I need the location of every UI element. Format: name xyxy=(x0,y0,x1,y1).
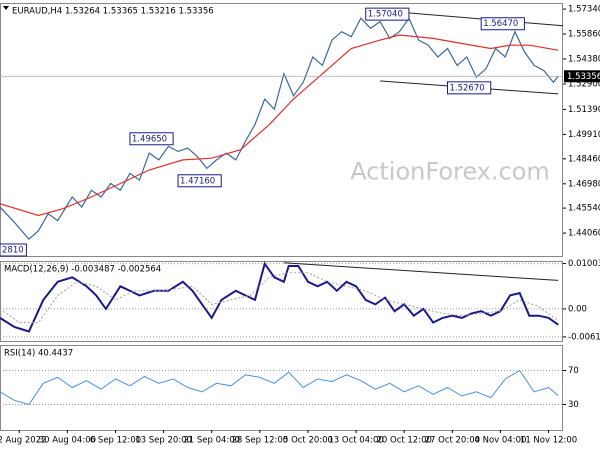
annotation-label: 1.57040 xyxy=(368,10,403,20)
annotation-label: 1.47160 xyxy=(180,176,215,186)
panel-frame xyxy=(0,345,563,431)
y-tick-label: 0.010033 xyxy=(568,259,600,269)
panel-frame xyxy=(0,3,563,257)
watermark: ActionForex.com xyxy=(350,158,550,186)
annotation-box xyxy=(177,174,222,188)
series-line xyxy=(0,34,559,217)
panel-title: EURAUD,H4 1.53264 1.53365 1.53216 1.5335… xyxy=(12,7,214,17)
current-price-label: 1.53356 xyxy=(567,72,600,82)
series-line xyxy=(0,272,559,323)
y-tick-label: 1.51390 xyxy=(568,105,600,115)
x-tick-label: 30 Aug 04:00 xyxy=(39,436,96,446)
panel-frame xyxy=(0,261,563,342)
panel-title: MACD(12,26,9) -0.003487 -0.002564 xyxy=(4,265,161,275)
symbol-arrow xyxy=(3,6,9,10)
x-tick-label: 13 Oct 04:00 xyxy=(328,436,383,446)
annotation-box xyxy=(129,132,174,146)
y-tick-label: 1.46980 xyxy=(568,179,600,189)
x-tick-label: 21 Sep 04:00 xyxy=(183,436,240,446)
y-tick-label: 1.49910 xyxy=(568,130,600,140)
x-tick-label: 11 Nov 12:00 xyxy=(520,436,577,446)
y-tick-label: 1.57340 xyxy=(568,5,600,15)
x-tick-label: 28 Sep 12:00 xyxy=(231,436,288,446)
y-tick-label: 0.00 xyxy=(568,304,587,314)
x-tick-label: 4 Nov 04:00 xyxy=(474,436,526,446)
trend-line xyxy=(380,10,564,27)
current-price-box xyxy=(564,70,600,83)
annotation-box xyxy=(480,17,525,31)
annotation-box xyxy=(365,7,410,21)
y-tick-label: 1.54380 xyxy=(568,54,600,64)
y-tick-label: 1.52900 xyxy=(568,79,600,89)
y-tick-label: 1.48460 xyxy=(568,154,600,164)
x-tick-label: 20 Oct 12:00 xyxy=(376,436,431,446)
y-tick-label: 1.45540 xyxy=(568,204,600,214)
trend-line xyxy=(283,262,559,281)
x-tick-label: 5 Oct 20:00 xyxy=(283,436,333,446)
y-tick-label: 30 xyxy=(568,400,579,410)
x-tick-label: 6 Sep 12:00 xyxy=(90,436,141,446)
panel-title: RSI(14) 40.4437 xyxy=(4,349,73,359)
series-line xyxy=(0,369,559,406)
series-line xyxy=(0,261,559,333)
annotation-box xyxy=(0,243,27,257)
x-tick-label: 27 Oct 20:00 xyxy=(425,436,480,446)
y-tick-label: -0.006193 xyxy=(568,332,600,342)
annotation-label: 1.52670 xyxy=(450,83,485,93)
y-tick-label: 1.44060 xyxy=(568,229,600,239)
annotation-label: 1.49650 xyxy=(132,134,167,144)
x-tick-label: 22 Aug 2022 xyxy=(0,436,46,446)
y-tick-label: 1.55860 xyxy=(568,30,600,40)
annotation-box xyxy=(447,81,492,95)
series-line xyxy=(0,16,559,240)
annotation-label: 2810 xyxy=(2,246,24,256)
x-tick-label: 13 Sep 20:00 xyxy=(135,436,192,446)
y-tick-label: 70 xyxy=(568,366,579,376)
annotation-label: 1.56470 xyxy=(483,19,518,29)
